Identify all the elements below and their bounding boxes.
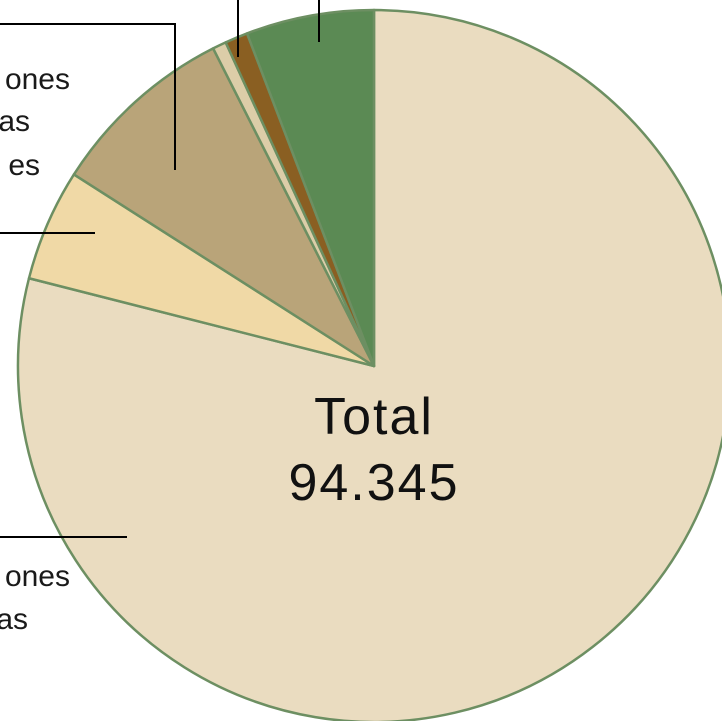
upper-label-line-1: ones [5,63,70,96]
lower-label-line-1: ones [5,560,70,593]
upper-label-line-2: as [0,105,30,138]
pie-slice-6 [245,8,376,368]
lower-label-line-2: as [0,603,28,636]
pie-slice-3 [72,47,376,368]
upper-label-line-3: es [8,149,40,182]
center-total-label: Total [314,388,434,446]
leader-line-upper-group [0,23,176,170]
pie-slices [16,8,722,721]
center-total-value: 94.345 [288,454,459,512]
